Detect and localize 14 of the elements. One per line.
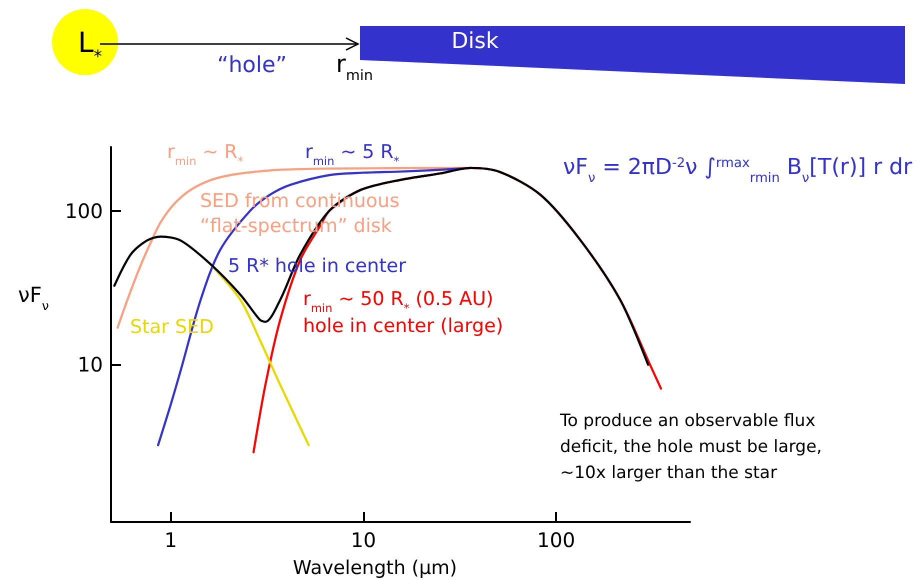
series-label: r$_{min}$ ~ 50 R$_{*}$ (0.5 AU) hole in center (large) [303,288,504,337]
text: L$_{*}$ [78,26,102,66]
annotation: To produce an observable flux deficit, the hole must be large, ~10x larger than the star [559,411,822,483]
y-axis-title: νF$_{ν}$ [18,283,49,312]
x-axis-title: Wavelength (μm) [292,557,458,579]
text: r$_{min}$ [336,50,374,84]
x-tick-label: 10 [350,528,376,552]
series-label: r$_{min}$ ~ 5 R$_{*}$ [305,141,400,168]
text: “hole” [217,53,287,78]
series-label: r$_{min}$ ~ R$_{*}$ [167,141,244,168]
x-tick-label: 100 [537,528,576,552]
text: Disk [451,29,499,54]
x-tick-label: 1 [164,528,178,552]
text: νF$_{ν}$ = 2πD$^{-2}$ν ∫$^{rmax}$$_{rmin}$ B$_{ν}$[T(r)] r dr [563,155,912,186]
